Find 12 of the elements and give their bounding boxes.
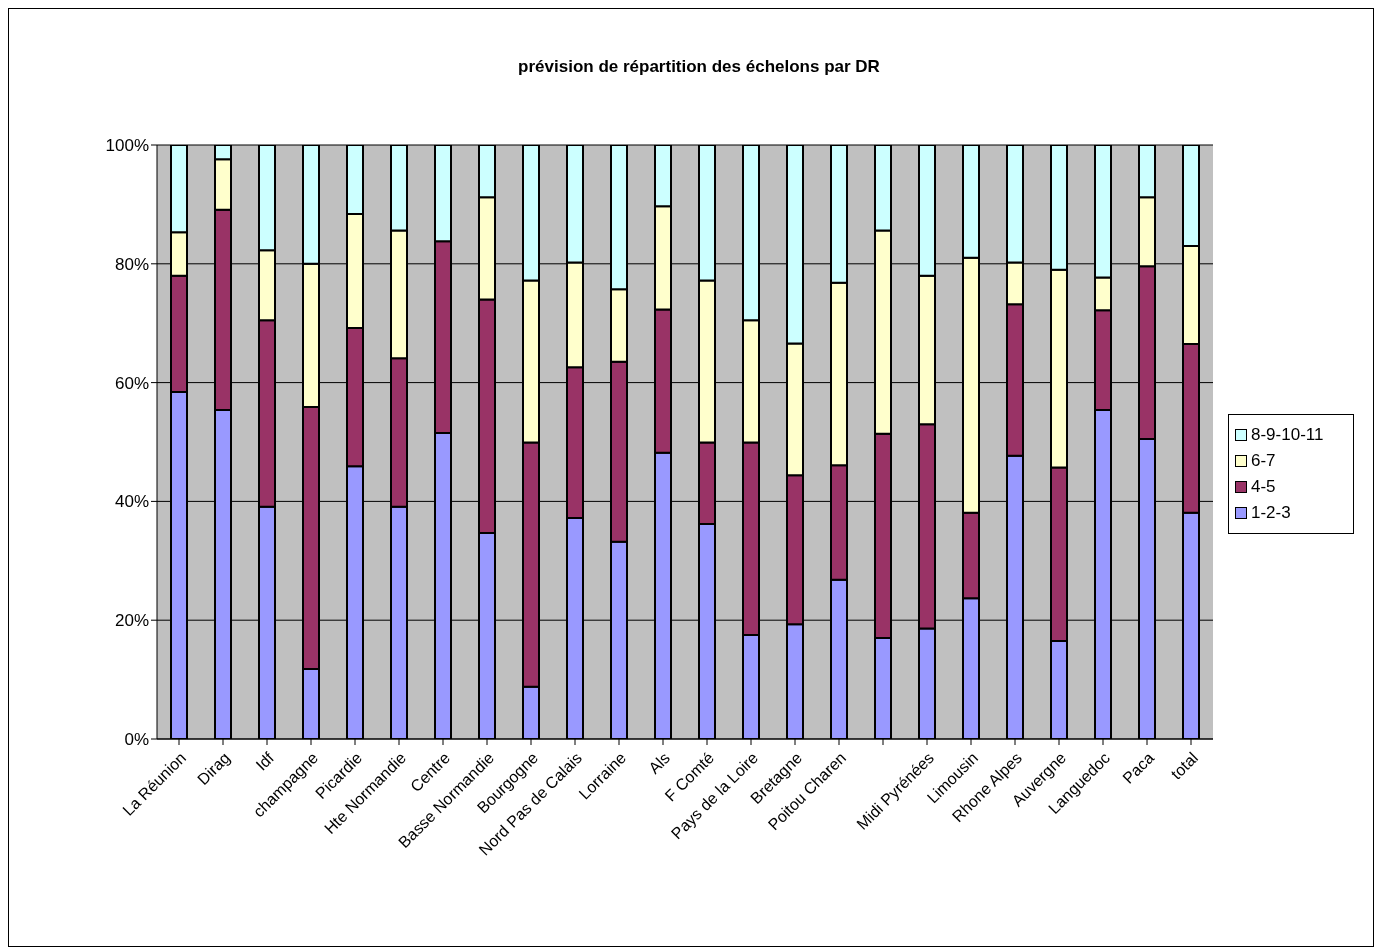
chart-title: prévision de répartition des échelons par DR bbox=[517, 57, 881, 77]
legend-label: 6-7 bbox=[1251, 451, 1276, 471]
y-tick-label: 40% bbox=[114, 492, 149, 512]
legend-label: 8-9-10-11 bbox=[1251, 425, 1324, 445]
y-tick-label: 100% bbox=[105, 136, 149, 156]
y-tick-label: 0% bbox=[124, 730, 149, 750]
legend-label: 1-2-3 bbox=[1251, 503, 1291, 523]
y-tick-label: 80% bbox=[114, 254, 149, 274]
y-tick-label: 20% bbox=[114, 611, 149, 631]
x-tick-label: Als bbox=[645, 749, 674, 777]
y-tick-label: 60% bbox=[114, 373, 149, 393]
legend-label: 4-5 bbox=[1251, 477, 1276, 497]
